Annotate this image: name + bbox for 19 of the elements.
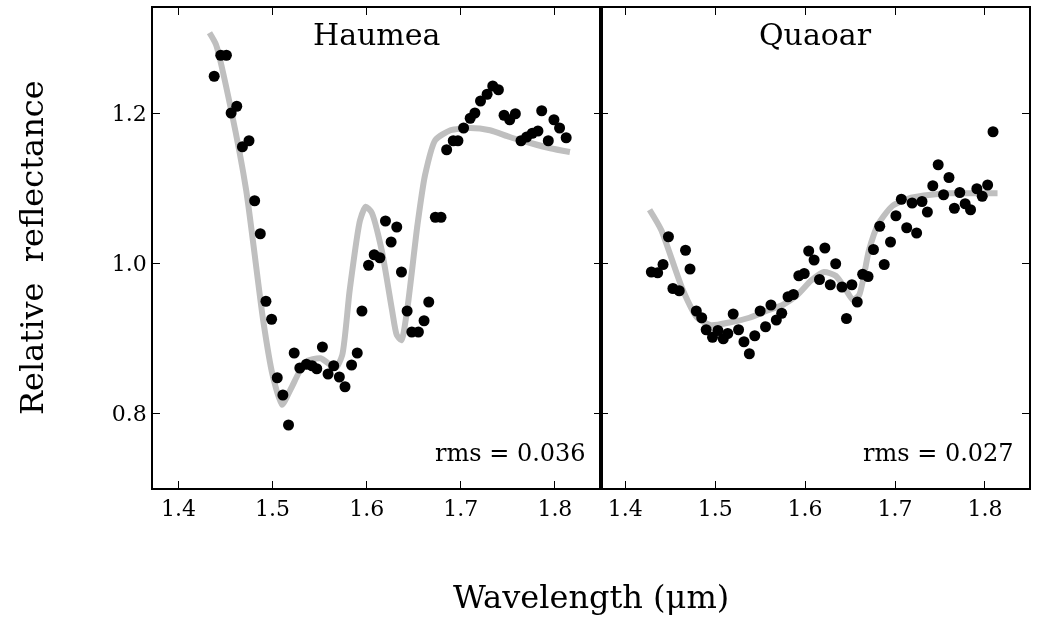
x-axis-title: Wavelength (μm)	[453, 578, 730, 616]
x-tick-label: 1.4	[160, 496, 196, 522]
x-tick-label: 1.4	[607, 496, 643, 522]
y-axis-title: Relative reflectance	[13, 80, 51, 415]
chart-title: Haumea	[313, 17, 441, 52]
x-tick-label: 1.6	[349, 496, 385, 522]
chart-title: Quaoar	[759, 17, 872, 52]
annotation: rms = 0.027	[863, 439, 1014, 467]
x-tick-label: 1.5	[255, 496, 291, 522]
x-tick-label: 1.7	[443, 496, 479, 522]
y-tick-label: 0.8	[111, 400, 147, 426]
x-tick-label: 1.5	[697, 496, 733, 522]
x-tick-label: 1.6	[787, 496, 823, 522]
y-tick-label: 1.0	[111, 250, 147, 276]
y-tick-label: 1.2	[111, 100, 147, 126]
x-tick-label: 1.8	[967, 496, 1003, 522]
x-tick-label: 1.8	[537, 496, 573, 522]
x-tick-label: 1.7	[877, 496, 913, 522]
annotation: rms = 0.036	[435, 439, 586, 467]
